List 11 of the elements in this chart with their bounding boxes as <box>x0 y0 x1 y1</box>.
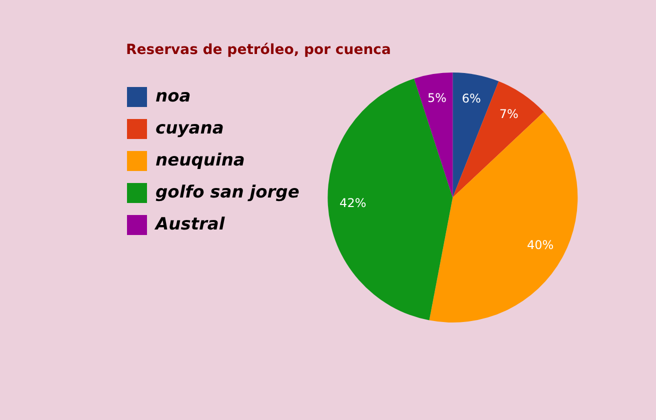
legend-label: noa <box>156 86 191 106</box>
data-label: 5% <box>428 90 447 105</box>
data-label: 42% <box>340 196 366 210</box>
data-label: 40% <box>526 238 554 252</box>
legend-label: Austral <box>154 214 226 234</box>
data-label: 6% <box>462 91 481 106</box>
legend-label: cuyana <box>156 118 224 138</box>
data-label: 7% <box>499 106 518 121</box>
chart-title: Reservas de petróleo, por cuenca <box>126 42 391 58</box>
legend-label: neuquina <box>156 150 245 170</box>
legend-label: golfo san jorge <box>156 182 300 202</box>
